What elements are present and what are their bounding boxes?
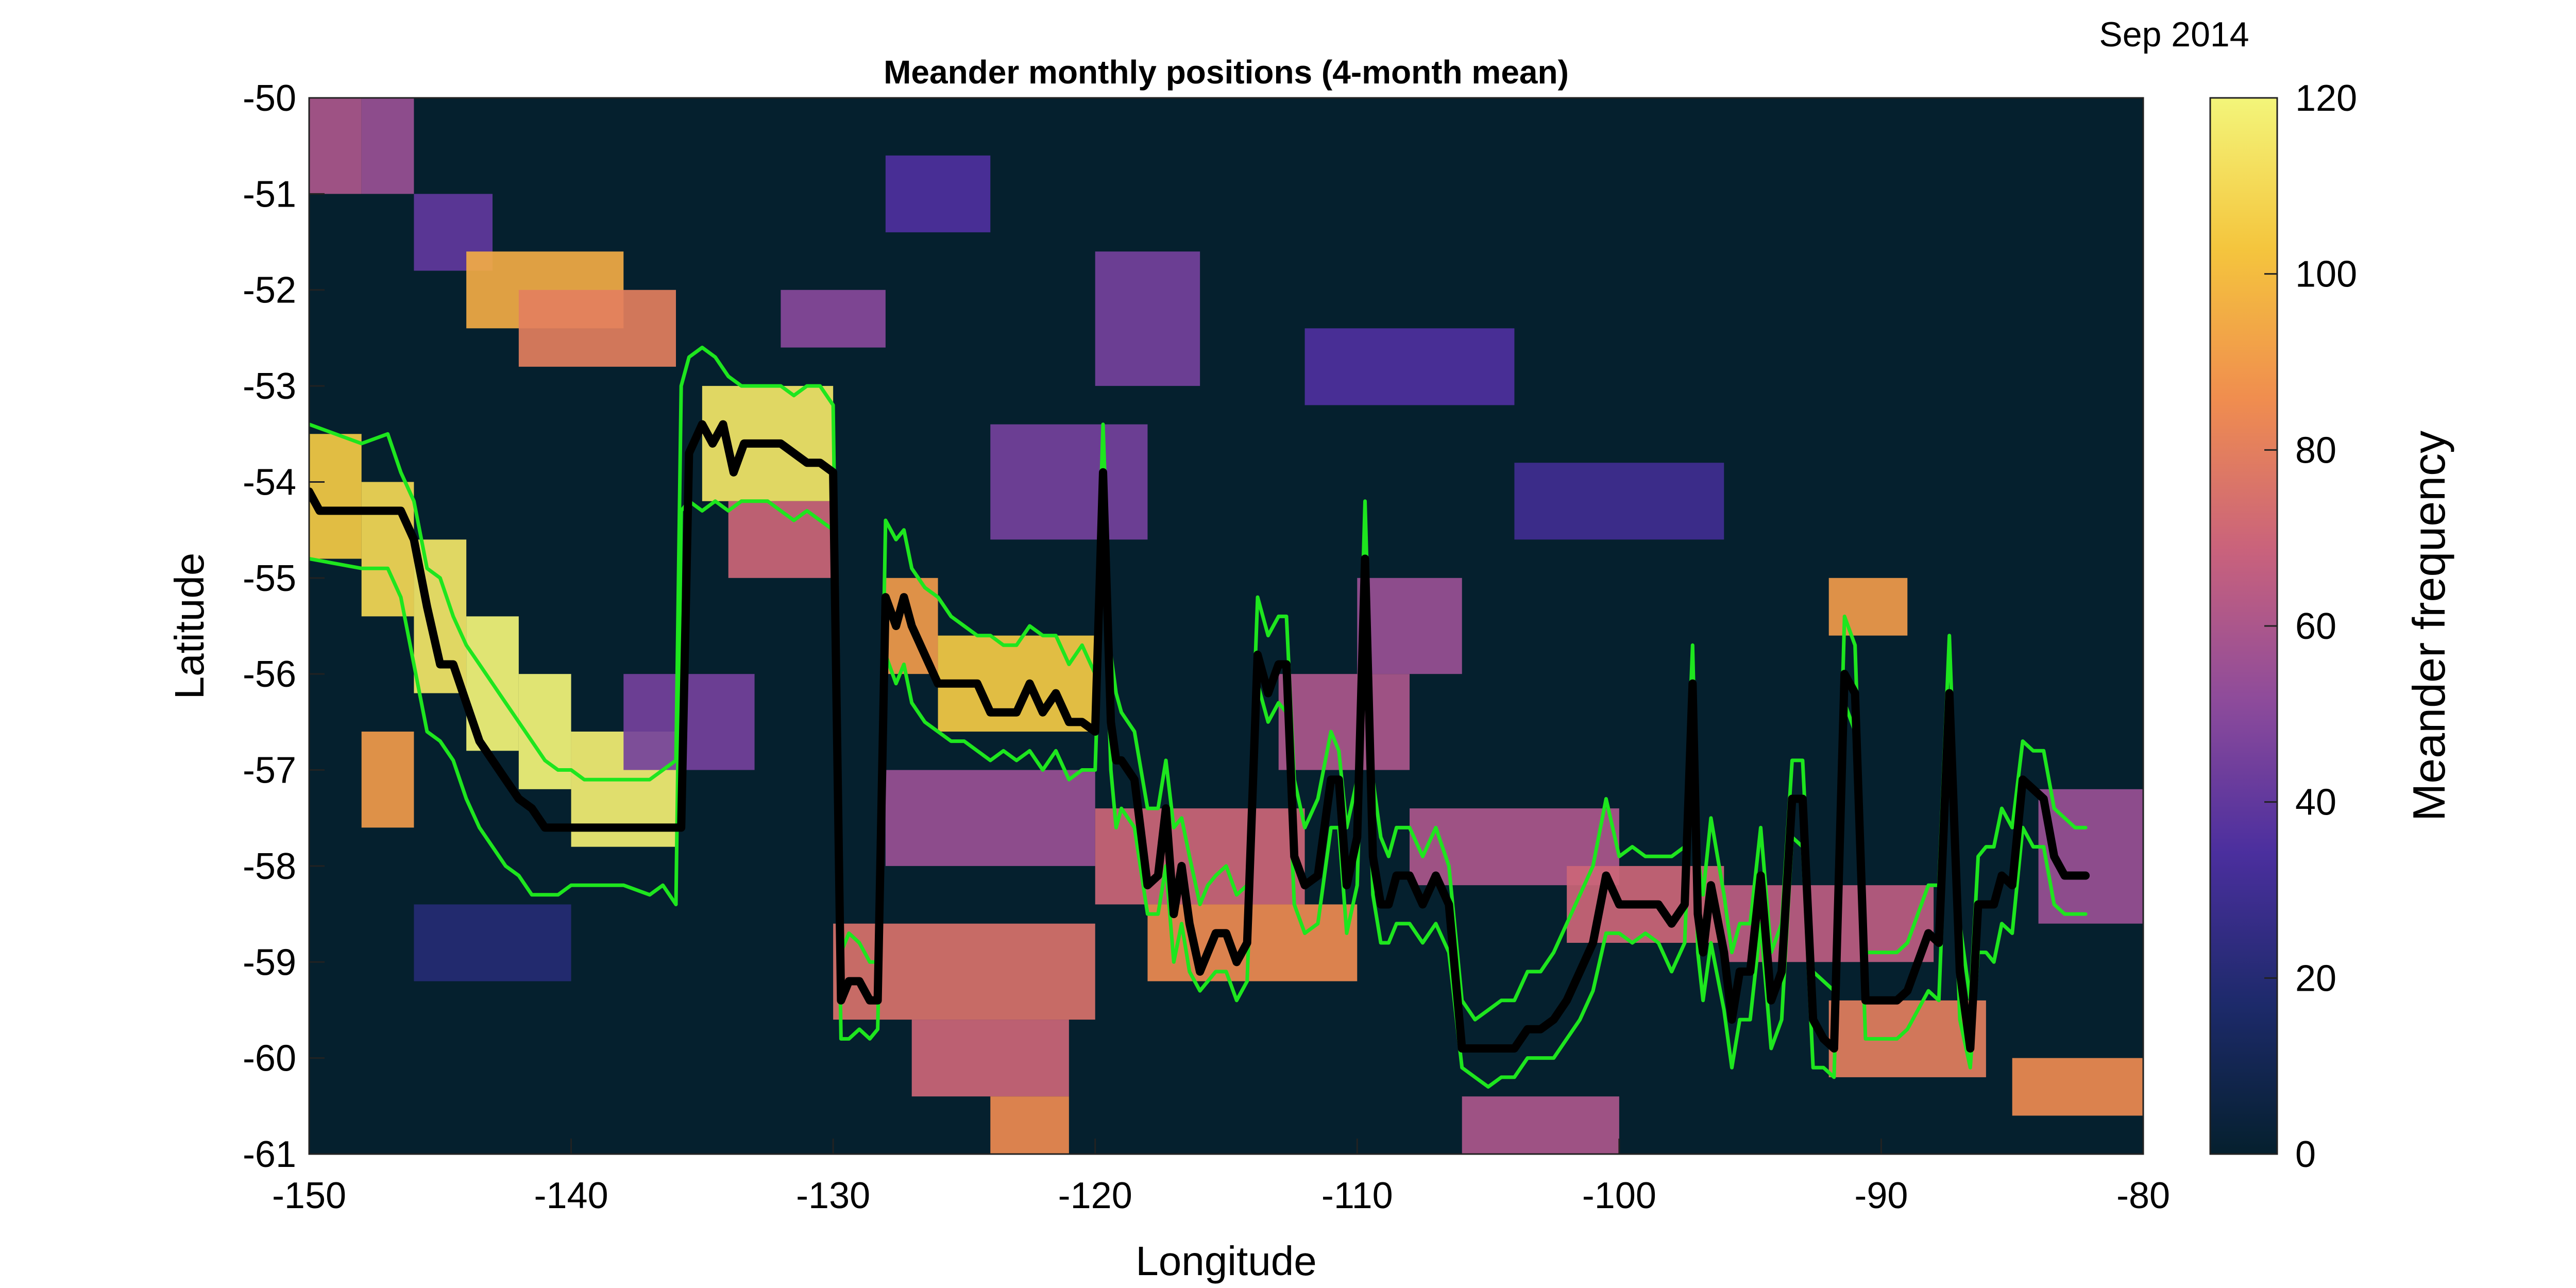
y-tick-label: -53 (243, 366, 296, 407)
colorbar: 0 20 40 60 80 100 120 Meander frequency (2209, 78, 2454, 1175)
heatmap-cell (1462, 1096, 1619, 1154)
plot-frame (308, 97, 2144, 1155)
y-axis-label: Latitude (166, 553, 212, 700)
y-tick-label: -55 (243, 558, 296, 599)
heatmap-cell (361, 732, 414, 828)
heatmap-cell (1278, 674, 1410, 770)
y-tick-label: -52 (243, 270, 296, 311)
x-axis-label: Longitude (1136, 1238, 1316, 1284)
x-tick-label: -80 (2116, 1175, 2170, 1216)
heatmap-cell (414, 904, 571, 981)
heatmap-cell (781, 290, 886, 348)
heatmap-cell (309, 98, 362, 194)
y-tick-label: -51 (243, 174, 296, 215)
x-tick-label: -110 (1321, 1175, 1393, 1216)
x-tick-label: -120 (1058, 1175, 1132, 1216)
y-tick-label: -57 (243, 750, 296, 791)
x-axis-ticks: -150 -140 -130 -120 -110 -100 -90 -80 (272, 1139, 2170, 1216)
colorbar-tick-label: 0 (2295, 1134, 2316, 1175)
plot-area (309, 98, 2143, 1154)
x-tick-label: -150 (272, 1175, 346, 1216)
heatmap-cell (885, 770, 1095, 866)
meander-lines (309, 346, 2090, 1089)
colorbar-tick-label: 80 (2295, 430, 2336, 471)
heatmap-cell (1828, 578, 1908, 636)
heatmap-cell (623, 674, 755, 770)
x-tick-label: -140 (534, 1175, 608, 1216)
heatmap-cell (1357, 578, 1462, 674)
y-tick-label: -58 (243, 846, 296, 887)
heatmap-cell (361, 482, 414, 617)
heatmap-cell (361, 98, 414, 194)
colorbar-tick-label: 120 (2295, 78, 2357, 119)
y-tick-label: -59 (243, 942, 296, 983)
heatmap-cell (833, 923, 1095, 1020)
date-label: Sep 2014 (2099, 15, 2249, 54)
colorbar-tick-label: 100 (2295, 254, 2357, 295)
heatmap-cell (1095, 808, 1305, 905)
y-tick-label: -60 (243, 1038, 296, 1079)
chart-title: Meander monthly positions (4-month mean) (884, 54, 1569, 91)
y-axis-ticks: -50 -51 -52 -53 -54 -55 -56 -57 -58 -59 -60 -61 (243, 78, 325, 1175)
y-tick-label: -50 (243, 78, 296, 119)
x-tick-label: -100 (1582, 1175, 1656, 1216)
heatmap-cell (911, 1020, 1069, 1097)
colorbar-ticks: 0 20 40 60 80 100 120 (2264, 78, 2357, 1175)
heatmap-cell (309, 434, 362, 559)
heatmap-cell (2012, 1058, 2143, 1116)
colorbar-label: Meander frequency (2403, 431, 2454, 821)
colorbar-tick-label: 60 (2295, 606, 2336, 647)
y-tick-label: -61 (243, 1134, 296, 1175)
y-tick-label: -56 (243, 654, 296, 695)
heatmap-cell (990, 1096, 1069, 1154)
colorbar-tick-label: 40 (2295, 782, 2336, 823)
heatmap-cell (885, 155, 991, 232)
heatmap-cell (990, 424, 1148, 540)
x-tick-label: -130 (796, 1175, 870, 1216)
heatmap-cells (309, 98, 2143, 1154)
heatmap-cell (1095, 251, 1200, 386)
x-tick-label: -90 (1854, 1175, 1908, 1216)
heatmap-cell (1514, 463, 1724, 540)
colorbar-tick-label: 20 (2295, 958, 2336, 999)
heatmap-cell (1304, 328, 1515, 405)
y-tick-label: -54 (243, 462, 296, 503)
heatmap-cell (518, 290, 676, 367)
heatmap-cell (1147, 904, 1358, 981)
heatmap-cell (728, 501, 834, 578)
mean-position-line (309, 420, 2090, 1053)
